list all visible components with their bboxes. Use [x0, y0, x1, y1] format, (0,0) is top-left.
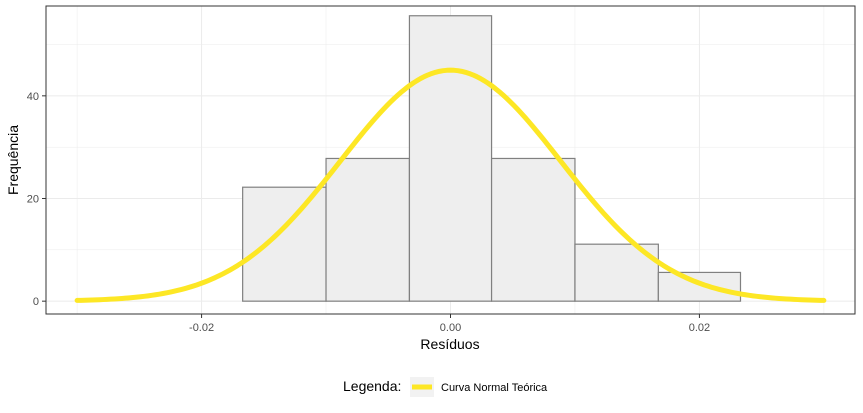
legend-title: Legenda: [343, 378, 401, 394]
x-axis-title: Resíduos [420, 336, 479, 352]
histogram-bar-6 [657, 271, 742, 302]
legend-entry-label: Curva Normal Teórica [441, 382, 548, 394]
histogram-bar-3 [408, 15, 493, 302]
x-tick-label: -0.02 [189, 322, 214, 334]
x-tick-label: 0.00 [440, 322, 461, 334]
histogram-bars [242, 15, 742, 302]
axes: -0.02 0.00 0.02 0 20 40 [27, 91, 710, 334]
normal-curve-line [74, 67, 827, 303]
y-tick-label: 20 [27, 194, 39, 206]
legend: Legenda: Curva Normal Teórica [343, 377, 548, 397]
y-tick-label: 40 [27, 91, 39, 103]
x-tick-label: 0.02 [689, 322, 710, 334]
histogram-bar-4 [490, 157, 576, 302]
y-axis-title: Frequência [5, 125, 21, 195]
histogram-bar-2 [325, 157, 411, 302]
histogram-bar-1 [242, 186, 327, 302]
y-tick-label: 0 [33, 296, 39, 308]
